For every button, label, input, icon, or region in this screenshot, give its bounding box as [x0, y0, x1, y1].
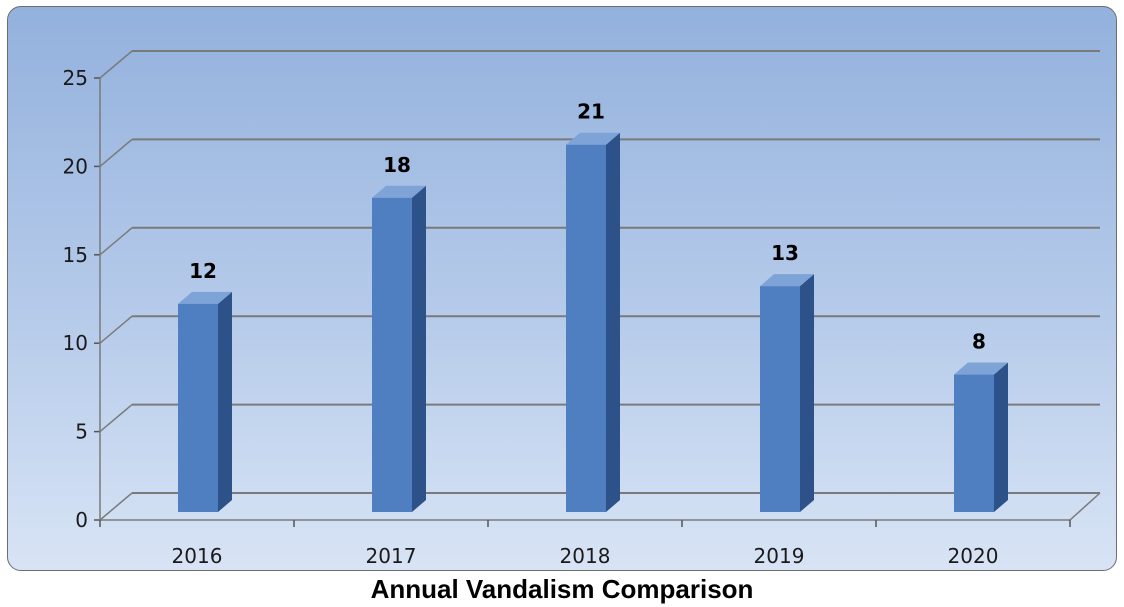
bar-side	[412, 185, 426, 512]
bar	[760, 286, 800, 512]
gridline-depth	[99, 50, 133, 79]
bar-side	[800, 274, 814, 512]
data-label: 8	[972, 330, 986, 354]
bar-top	[566, 132, 620, 145]
bar-top	[372, 185, 426, 198]
gridline-depth	[99, 492, 133, 521]
bar	[178, 303, 218, 512]
y-tick-label: 25	[63, 66, 88, 90]
gridline-depth	[99, 227, 133, 256]
x-tick-label: 2017	[366, 544, 417, 568]
y-tick-label: 20	[63, 154, 88, 178]
gridline-depth	[99, 315, 133, 344]
bar	[372, 197, 412, 512]
data-label: 12	[189, 259, 217, 283]
bar-top	[760, 274, 814, 287]
bar-top	[178, 291, 232, 304]
chart-title: Annual Vandalism Comparison	[370, 574, 754, 604]
gridline-depth	[99, 404, 133, 433]
gridline-depth	[99, 138, 133, 167]
bar-side	[606, 132, 620, 512]
bar-side	[994, 362, 1008, 512]
floor-edge	[1069, 492, 1101, 521]
x-tick-label: 2016	[172, 544, 223, 568]
y-tick-label: 0	[75, 508, 88, 532]
labels-layer: 12 2016 18 2017 21 2018 13 2019 8 2020	[172, 100, 999, 568]
y-tick-label: 15	[63, 243, 88, 267]
x-tick-label: 2019	[754, 544, 805, 568]
bar-side	[218, 291, 232, 512]
y-tick-label: 10	[63, 331, 88, 355]
axis-layer: 0 5 10 15 20 25	[63, 66, 1101, 532]
data-label: 13	[771, 241, 799, 265]
bar-top	[954, 362, 1008, 375]
x-tick-label: 2020	[948, 544, 999, 568]
y-tick-label: 5	[75, 420, 88, 444]
x-tick-label: 2018	[560, 544, 611, 568]
data-label: 21	[577, 100, 605, 124]
bars-layer	[178, 132, 1008, 512]
bar	[954, 374, 994, 512]
data-label: 18	[383, 153, 411, 177]
bar	[566, 144, 606, 512]
